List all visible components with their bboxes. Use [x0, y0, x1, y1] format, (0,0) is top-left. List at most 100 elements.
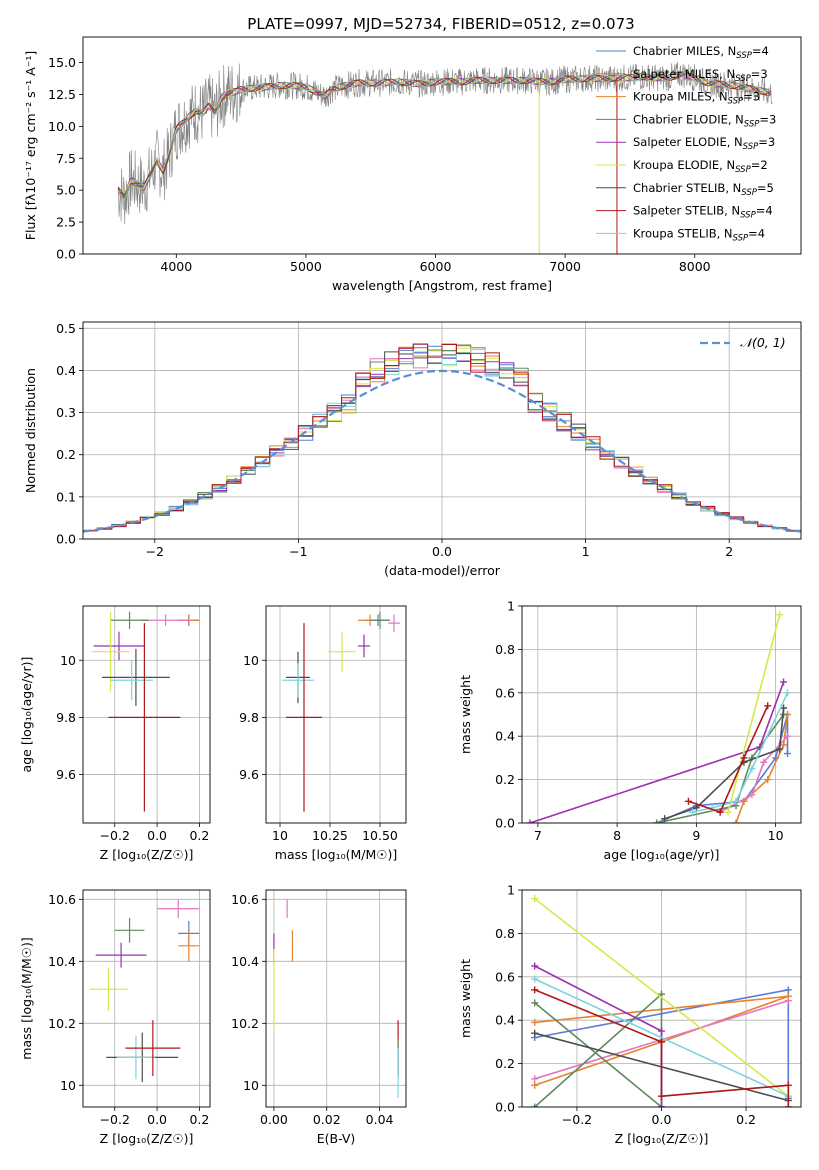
error-bar-point	[93, 631, 145, 661]
x-tick-label: 0.0	[432, 544, 452, 559]
x-tick-label: 1	[582, 544, 590, 559]
mass-weight-line	[656, 714, 785, 823]
point-marker	[784, 689, 792, 697]
point-marker	[526, 819, 534, 823]
point-marker	[531, 1103, 539, 1107]
point-marker	[784, 732, 792, 740]
y-tick-label: 15.0	[48, 55, 76, 70]
error-bar-point	[125, 1020, 181, 1076]
x-tick-label: 0.2	[736, 1112, 756, 1127]
y-tick-label: 10	[243, 1078, 259, 1093]
point-marker	[740, 754, 748, 762]
point-marker	[764, 776, 772, 784]
x-axis-label: wavelength [Angstrom, rest frame]	[332, 278, 552, 293]
x-tick-label: 8000	[679, 259, 711, 274]
x-tick-label: 6000	[420, 259, 452, 274]
y-tick-label: 0.1	[56, 489, 76, 504]
y-tick-label: 10.6	[48, 892, 76, 907]
axes-frame	[82, 605, 211, 824]
x-tick-label: 10	[272, 828, 288, 843]
point-marker	[732, 819, 740, 823]
axes-frame	[265, 605, 407, 824]
plot-area	[89, 899, 200, 1083]
x-tick-label: −0.2	[100, 828, 130, 843]
x-axis-label: mass [log₁₀(M/M☉)]	[275, 847, 397, 862]
chart-mass-weight-vs-Z: −0.2 0.0 0.2 0.0 0.2 0.4 0.6 0.8 1 Z [log₁₀(Z/Z☉)…	[458, 883, 802, 1146]
x-axis-label: Z [log₁₀(Z/Z☉)]	[100, 1131, 194, 1146]
x-axis-label: Z [log₁₀(Z/Z☉)]	[100, 847, 194, 862]
error-bar-point	[102, 648, 170, 706]
point-marker	[784, 997, 792, 1005]
y-tick-label: 1	[507, 599, 515, 614]
point-marker	[748, 791, 756, 799]
chart-age-vs-Z: −0.2 0.0 0.2 9.6 9.8 10 Z [log₁₀(Z/Z☉)] age [lo…	[19, 605, 211, 862]
chart-residuals: −2 −1 0.0 1 2 0.0 0.1 0.2 0.3 0.4 0.5 (data-model)/…	[23, 321, 802, 578]
point-marker	[531, 1018, 539, 1026]
y-tick-label: 10.2	[48, 1016, 76, 1031]
chart-age-vs-mass: 10 10.25 10.50 9.6 9.8 10 mass [log₁₀(M/M☉)]	[239, 605, 407, 862]
axes-frame	[82, 36, 802, 255]
point-marker	[716, 808, 724, 816]
axes-frame	[82, 889, 211, 1108]
point-marker	[724, 808, 732, 816]
error-bar-point	[95, 942, 147, 968]
y-tick-label: 0.0	[56, 247, 76, 262]
plot-area	[531, 895, 792, 1107]
legend-entry: Kroupa ELODIE, NSSP=2	[633, 158, 768, 175]
mass-weight-line	[534, 898, 789, 1097]
x-tick-label: 7000	[549, 259, 581, 274]
histogram-step	[83, 349, 801, 531]
legend-entry: Salpeter STELIB, NSSP=4	[633, 204, 773, 221]
y-axis-label: mass [log₁₀(M/M☉)]	[19, 937, 34, 1059]
x-tick-label: 10.50	[362, 828, 398, 843]
point-marker	[658, 1027, 665, 1035]
x-tick-label: 0.0	[147, 1112, 167, 1127]
axes-frame	[265, 889, 407, 1108]
x-tick-label: 0.02	[313, 1112, 341, 1127]
point-marker	[688, 808, 696, 816]
y-tick-label: 0.4	[495, 729, 515, 744]
legend-entry: Chabrier MILES, NSSP=4	[633, 44, 769, 61]
point-marker	[531, 1029, 539, 1037]
y-axis-label: Flux [fλ10⁻¹⁷ erg cm⁻² s⁻¹ A⁻¹]	[23, 51, 38, 240]
y-tick-label: 0.2	[495, 1056, 515, 1071]
y-tick-label: 10	[60, 1078, 76, 1093]
x-tick-label: −1	[289, 544, 307, 559]
error-bar-point	[110, 660, 153, 701]
point-marker	[764, 702, 772, 710]
legend-entry: Salpeter ELODIE, NSSP=3	[633, 135, 775, 152]
point-marker	[684, 797, 692, 805]
y-tick-label: 10.4	[48, 954, 76, 969]
plot-area	[83, 343, 801, 533]
error-bar-point	[282, 663, 314, 698]
error-bar-point	[286, 623, 322, 812]
x-tick-label: 5000	[290, 259, 322, 274]
y-tick-label: 2.5	[56, 215, 76, 230]
x-axis-label: (data-model)/error	[384, 563, 501, 578]
mass-weight-line	[727, 614, 781, 813]
y-tick-label: 7.5	[56, 151, 76, 166]
plot-area	[282, 611, 400, 812]
x-tick-label: −0.2	[100, 1112, 130, 1127]
point-marker	[784, 986, 792, 994]
x-tick-label: 0.2	[189, 1112, 209, 1127]
model-spectrum-line	[117, 70, 772, 201]
error-bar-point	[108, 623, 181, 812]
point-marker	[658, 1038, 665, 1046]
figure-title: PLATE=0997, MJD=52734, FIBERID=0512, z=0…	[247, 15, 634, 33]
error-bar-point	[114, 917, 145, 943]
plot-area	[91, 611, 200, 812]
point-marker	[531, 999, 539, 1007]
x-axis-label: Z [log₁₀(Z/Z☉)]	[615, 1131, 709, 1146]
axes-frame	[521, 605, 802, 824]
point-marker	[531, 975, 539, 983]
x-tick-label: 0.04	[366, 1112, 394, 1127]
point-marker	[531, 1081, 539, 1089]
error-bar-point	[370, 611, 390, 629]
y-tick-label: 9.6	[56, 767, 76, 782]
y-tick-label: 0.0	[56, 532, 76, 547]
legend: 𝒩(0, 1)	[700, 335, 786, 350]
chart-spectrum: 4000 5000 6000 7000 8000 0.0 2.5 5.0 7.5 10.0 12.5…	[23, 36, 802, 293]
histogram-step	[83, 343, 801, 532]
